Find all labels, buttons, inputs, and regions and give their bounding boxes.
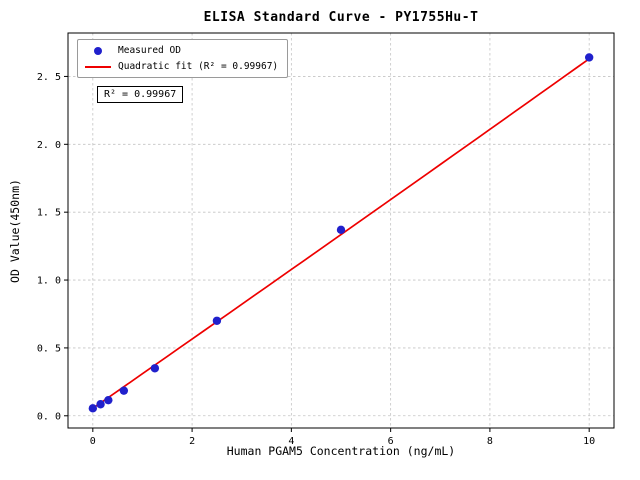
- chart-title: ELISA Standard Curve - PY1755Hu-T: [203, 10, 479, 25]
- svg-text:2. 0: 2. 0: [37, 140, 61, 151]
- scatter-marker-icon: [94, 46, 102, 55]
- svg-text:2: 2: [189, 436, 195, 447]
- svg-text:1. 0: 1. 0: [37, 276, 61, 287]
- legend-label-quadratic-fit: Quadratic fit (R² = 0.99967): [118, 61, 279, 72]
- legend-item-measured-od: Measured OD: [85, 45, 278, 56]
- y-axis-label: OD Value(450nm): [8, 179, 22, 283]
- svg-text:6: 6: [388, 436, 394, 447]
- svg-text:0. 5: 0. 5: [37, 343, 61, 354]
- svg-text:10: 10: [583, 436, 595, 447]
- fit-line-icon: [85, 65, 111, 68]
- svg-text:8: 8: [487, 436, 493, 447]
- svg-text:0: 0: [90, 436, 96, 447]
- svg-text:0. 0: 0. 0: [37, 411, 61, 422]
- x-axis-label: Human PGAM5 Concentration (ng/mL): [226, 444, 456, 458]
- legend-item-quadratic-fit: Quadratic fit (R² = 0.99967): [85, 61, 278, 72]
- r-squared-annotation: R² = 0.99967: [97, 86, 184, 103]
- svg-text:4: 4: [288, 436, 294, 447]
- legend: Measured OD Quadratic fit (R² = 0.99967): [77, 39, 289, 78]
- svg-text:2. 5: 2. 5: [37, 72, 61, 83]
- legend-label-measured-od: Measured OD: [118, 45, 181, 56]
- svg-text:1. 5: 1. 5: [37, 208, 61, 219]
